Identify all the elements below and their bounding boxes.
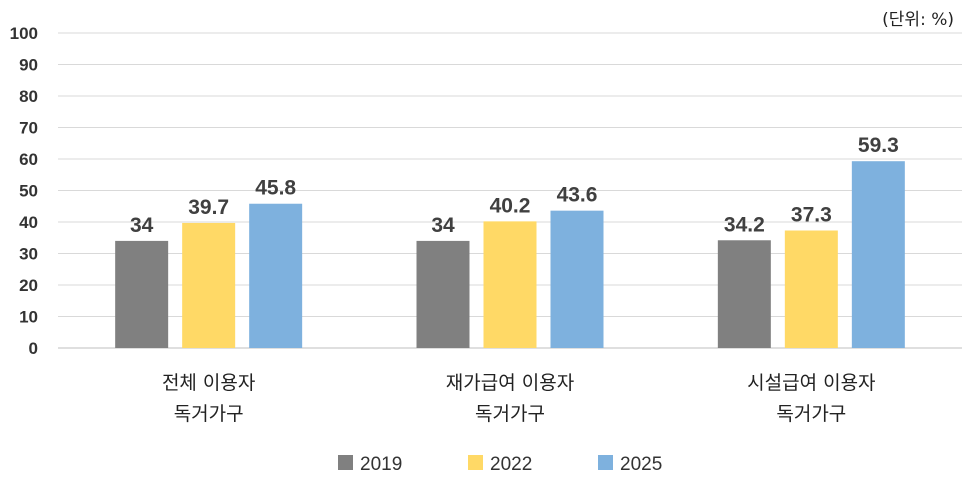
y-tick-label: 100 xyxy=(10,24,38,43)
data-label: 34 xyxy=(431,214,455,237)
bar-2022 xyxy=(784,230,838,348)
y-tick-label: 60 xyxy=(19,150,38,169)
y-tick-label: 0 xyxy=(29,339,38,358)
bar-2022 xyxy=(483,221,537,348)
bar-2019 xyxy=(717,240,771,348)
y-axis-ticks: 0 10 20 30 40 50 60 70 80 90 100 xyxy=(10,24,38,358)
category-label: 독거가구 xyxy=(475,403,545,425)
y-tick-label: 30 xyxy=(19,245,38,264)
data-labels: 34 39.7 45.8 34 40.2 43.6 34.2 37.3 59.3 xyxy=(130,134,899,237)
data-label: 34.2 xyxy=(724,213,765,236)
category-label: 시설급여 이용자 xyxy=(747,372,875,394)
legend: 2019 2022 2025 xyxy=(338,454,662,475)
legend-label-2025: 2025 xyxy=(620,454,662,475)
data-label: 45.8 xyxy=(255,177,296,200)
legend-label-2022: 2022 xyxy=(490,454,532,475)
y-tick-label: 50 xyxy=(19,182,38,201)
category-label: 전체 이용자 xyxy=(162,372,255,394)
category-label: 독거가구 xyxy=(776,403,846,425)
bar-2025 xyxy=(249,203,303,348)
category-label: 독거가구 xyxy=(174,403,244,425)
y-tick-label: 90 xyxy=(19,56,38,75)
data-label: 39.7 xyxy=(188,196,229,219)
bars xyxy=(115,161,905,348)
legend-label-2019: 2019 xyxy=(360,454,402,475)
y-tick-label: 10 xyxy=(19,308,38,327)
data-label: 59.3 xyxy=(858,134,899,157)
data-label: 37.3 xyxy=(791,204,832,227)
legend-swatch-2022 xyxy=(468,455,483,470)
unit-note: (단위: %) xyxy=(882,10,954,30)
bar-2019 xyxy=(416,240,470,348)
legend-swatch-2025 xyxy=(598,455,613,470)
bar-2019 xyxy=(115,240,169,348)
bar-2025 xyxy=(550,210,604,348)
y-tick-label: 80 xyxy=(19,87,38,106)
bar-2022 xyxy=(182,222,236,348)
y-tick-label: 40 xyxy=(19,213,38,232)
category-label: 재가급여 이용자 xyxy=(446,372,574,394)
data-label: 34 xyxy=(130,214,154,237)
y-tick-label: 70 xyxy=(19,119,38,138)
data-label: 40.2 xyxy=(490,194,531,217)
data-label: 43.6 xyxy=(557,184,598,207)
legend-swatch-2019 xyxy=(338,455,353,470)
y-tick-label: 20 xyxy=(19,276,38,295)
bar-2025 xyxy=(851,161,905,348)
